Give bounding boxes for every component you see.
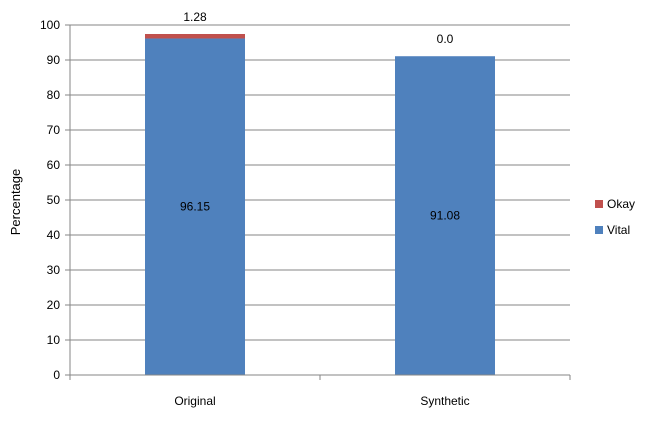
bars (145, 33, 495, 375)
y-axis-title: Percentage (8, 169, 23, 236)
data-label-okay: 0.0 (437, 32, 454, 46)
axes (65, 24, 571, 380)
legend-label-okay: Okay (607, 197, 635, 211)
x-tick-label: Original (174, 394, 215, 408)
y-tick-label: 100 (40, 18, 60, 32)
y-tick-label: 10 (47, 333, 61, 347)
bar-vital-original (145, 38, 245, 375)
y-tick-label: 40 (47, 228, 61, 242)
y-tick-label: 20 (47, 298, 61, 312)
legend-label-vital: Vital (607, 223, 630, 237)
legend-swatch-vital (595, 226, 603, 234)
data-label-okay: 1.28 (183, 10, 207, 24)
y-tick-label: 80 (47, 88, 61, 102)
data-label-vital: 96.15 (180, 200, 210, 214)
y-tick-label: 0 (53, 368, 60, 382)
y-tick-label: 90 (47, 53, 61, 67)
y-tick-label: 50 (47, 193, 61, 207)
data-label-vital: 91.08 (430, 209, 460, 223)
x-tick-label: Synthetic (420, 394, 469, 408)
labels: 0 10 20 30 40 50 60 70 80 90 100 96.15 1.28 Original 9… (40, 10, 470, 408)
y-tick-label: 60 (47, 158, 61, 172)
bar-vital-synthetic (395, 56, 495, 375)
y-tick-label: 70 (47, 123, 61, 137)
legend: Okay Vital (595, 197, 635, 237)
y-tick-label: 30 (47, 263, 61, 277)
legend-swatch-okay (595, 200, 603, 208)
bar-okay-original (145, 33, 245, 39)
